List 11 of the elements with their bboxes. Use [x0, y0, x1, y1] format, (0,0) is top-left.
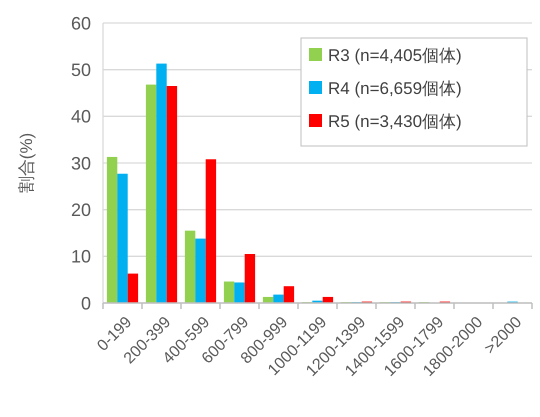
y-tick-label: 10 — [70, 246, 91, 267]
y-tick-label: 30 — [70, 153, 91, 174]
y-tick-label: 50 — [70, 60, 91, 80]
y-tick-label: 40 — [70, 106, 91, 127]
y-tick-label: 20 — [70, 200, 91, 220]
legend-label: R4 (n=6,659個体) — [328, 78, 462, 98]
legend-label: R5 (n=3,430個体) — [328, 112, 462, 131]
legend-label: R3 (n=4,405個体) — [328, 46, 462, 65]
y-tick-label: 0 — [80, 293, 91, 314]
y-axis-title: 割合(%) — [17, 132, 36, 194]
y-tick-label: 60 — [70, 13, 91, 34]
